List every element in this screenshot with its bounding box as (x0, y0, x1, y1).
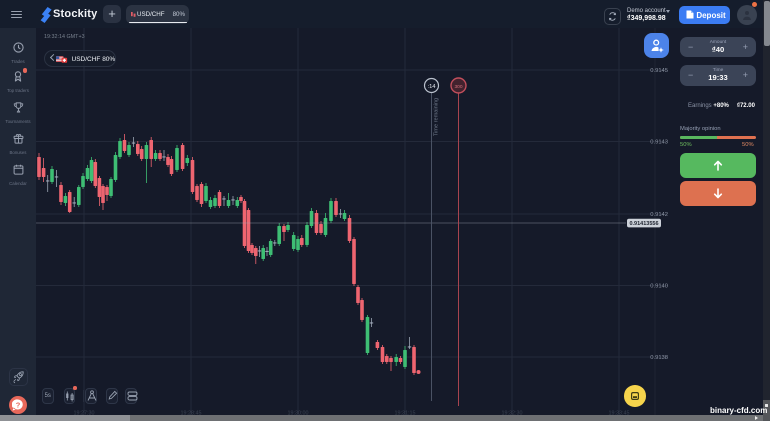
svg-text:0.9138: 0.9138 (650, 355, 668, 361)
svg-text:?: ? (16, 400, 21, 409)
svg-text:19:33:45: 19:33:45 (609, 411, 630, 416)
svg-text:19:28:45: 19:28:45 (181, 411, 202, 416)
svg-text:19:30:00: 19:30:00 (288, 411, 309, 416)
svg-text:0.9140: 0.9140 (650, 284, 668, 290)
svg-text:19:27:30: 19:27:30 (74, 411, 95, 416)
svg-text:Time remaining: Time remaining (434, 98, 440, 136)
svg-text:19:32:30: 19:32:30 (502, 411, 523, 416)
svg-text:0.91413556: 0.91413556 (629, 221, 658, 227)
svg-text:0.9143: 0.9143 (650, 140, 668, 146)
svg-text:300: 300 (454, 84, 462, 90)
svg-text:0.9145: 0.9145 (650, 68, 668, 74)
svg-text::14: :14 (427, 84, 436, 90)
svg-text:0.9142: 0.9142 (650, 212, 668, 218)
svg-text:19:31:15: 19:31:15 (395, 411, 416, 416)
